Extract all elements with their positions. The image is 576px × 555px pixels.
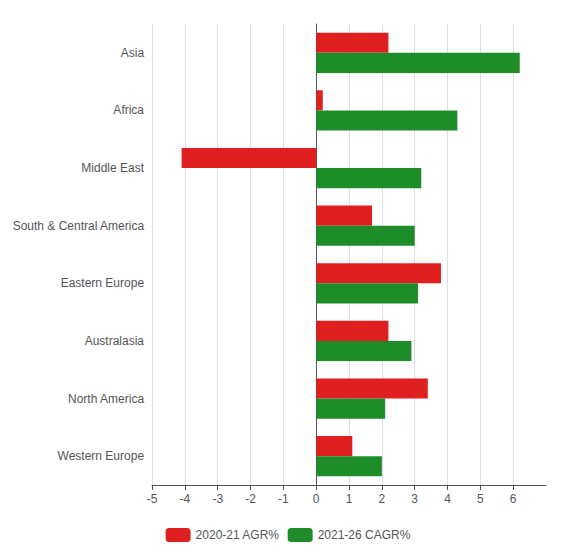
svg-text:-3: -3 [212, 492, 223, 506]
svg-text:-2: -2 [245, 492, 256, 506]
svg-text:Africa: Africa [113, 103, 144, 117]
svg-text:0: 0 [313, 492, 320, 506]
svg-text:2020-21 AGR%: 2020-21 AGR% [196, 528, 280, 542]
svg-text:2021-26 CAGR%: 2021-26 CAGR% [318, 528, 411, 542]
svg-text:Western Europe: Western Europe [58, 449, 145, 463]
svg-text:Eastern Europe: Eastern Europe [61, 276, 145, 290]
svg-text:6: 6 [510, 492, 517, 506]
svg-text:Asia: Asia [121, 46, 145, 60]
svg-text:-4: -4 [180, 492, 191, 506]
svg-text:-1: -1 [278, 492, 289, 506]
svg-text:South & Central America: South & Central America [13, 219, 145, 233]
svg-text:Middle East: Middle East [81, 161, 144, 175]
svg-text:Australasia: Australasia [85, 334, 145, 348]
svg-text:5: 5 [477, 492, 484, 506]
svg-text:4: 4 [444, 492, 451, 506]
svg-text:-5: -5 [147, 492, 158, 506]
svg-text:1: 1 [346, 492, 353, 506]
svg-text:North America: North America [68, 392, 144, 406]
svg-text:2: 2 [379, 492, 386, 506]
svg-text:3: 3 [411, 492, 418, 506]
